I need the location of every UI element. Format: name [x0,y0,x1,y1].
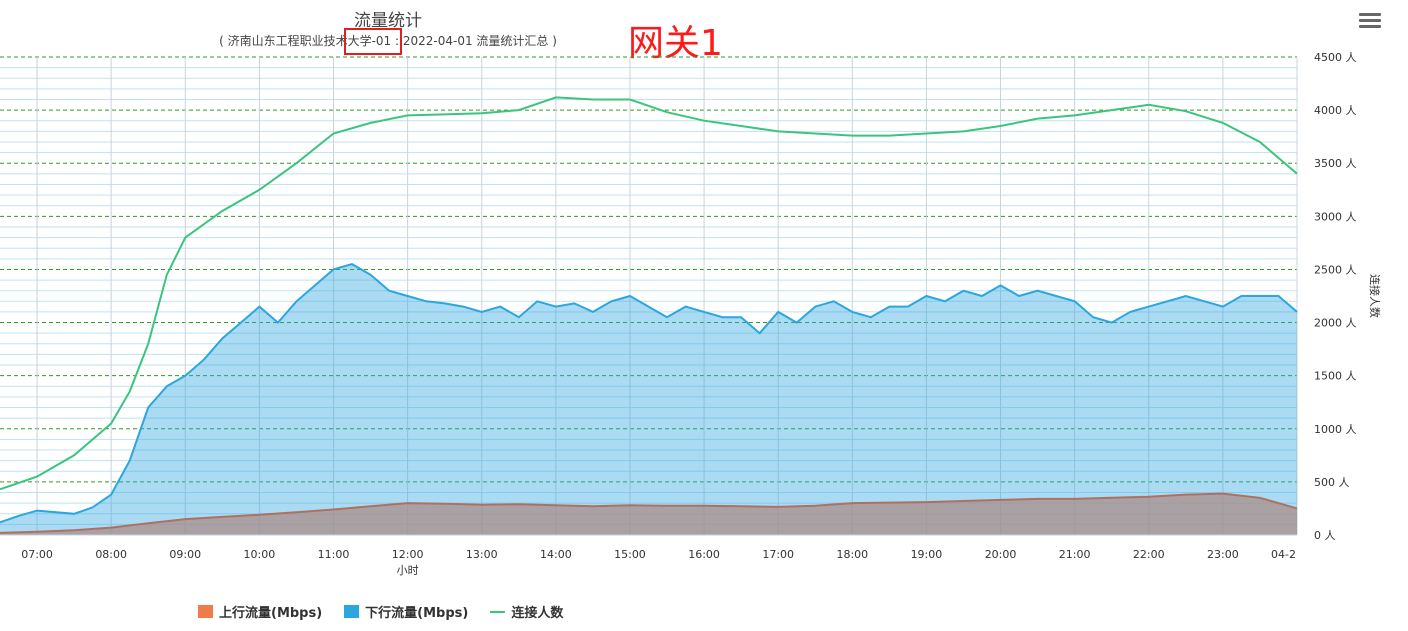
legend-label-connections: 连接人数 [511,606,564,621]
highlight-box [344,28,402,55]
x-tick-label: 18:00 [836,548,868,561]
major-gridlines [0,56,1297,483]
y-tick-label: 2000 人 [1314,317,1357,330]
download-line [0,263,1298,524]
x-axis-title: 小时 [397,564,419,577]
upload-line [0,492,1298,534]
connections-swatch [490,610,506,613]
series-layer [0,96,1298,535]
x-tick-label: 22:00 [1133,548,1165,561]
y-tick-label: 3000 人 [1314,210,1357,223]
x-tick-label: 11:00 [318,548,350,561]
download-area [0,264,1297,535]
y-tick-label: 3500 人 [1314,157,1357,170]
chart-title: 流量统计 [354,11,422,31]
x-tick-label: 04-2 [1271,548,1296,561]
x-tick-label: 19:00 [911,548,943,561]
chart-subtitle: ( 济南山东工程职业技术大学-01 : 2022-04-01 流量统计汇总 ) [219,34,557,48]
legend-item-connections[interactable]: 连接人数 [490,602,563,621]
x-tick-label: 23:00 [1207,548,1239,561]
y-tick-label: 4500 人 [1314,51,1357,64]
x-tick-label: 09:00 [169,548,201,561]
x-tick-label: 17:00 [762,548,794,561]
y-tick-label: 4000 人 [1314,104,1357,117]
y-tick-label: 2500 人 [1314,263,1357,276]
x-tick-label: 21:00 [1059,548,1091,561]
y-tick-label: 0 人 [1314,529,1336,542]
x-tick-label: 10:00 [244,548,276,561]
upload-area [0,493,1297,535]
x-tick-label: 13:00 [466,548,498,561]
legend-label-upload: 上行流量(Mbps) [219,606,323,621]
y-tick-label: 1000 人 [1314,423,1357,436]
y-tick-label: 1500 人 [1314,370,1357,383]
x-tick-label: 15:00 [614,548,646,561]
x-tick-label: 16:00 [688,548,720,561]
x-tick-label: 20:00 [985,548,1017,561]
upload-swatch [198,605,213,618]
legend: 上行流量(Mbps) 下行流量(Mbps) 连接人数 [198,602,585,621]
axis-layer: 07:00 08:00 09:00 10:00 11:00 12:00 13:00 14:00… [0,51,1381,577]
x-tick-label: 12:00 [392,548,424,561]
connections-line [0,96,1298,491]
x-tick-label: 07:00 [21,548,53,561]
y-axis-title: 连接人数 [1368,274,1381,318]
x-tick-label: 14:00 [540,548,572,561]
hamburger-menu-icon[interactable] [1356,10,1384,32]
x-tick-label: 08:00 [95,548,127,561]
legend-label-download: 下行流量(Mbps) [365,606,469,621]
legend-item-upload[interactable]: 上行流量(Mbps) [198,602,322,621]
legend-item-download[interactable]: 下行流量(Mbps) [344,602,468,621]
download-swatch [344,605,360,618]
y-tick-label: 500 人 [1314,476,1350,489]
